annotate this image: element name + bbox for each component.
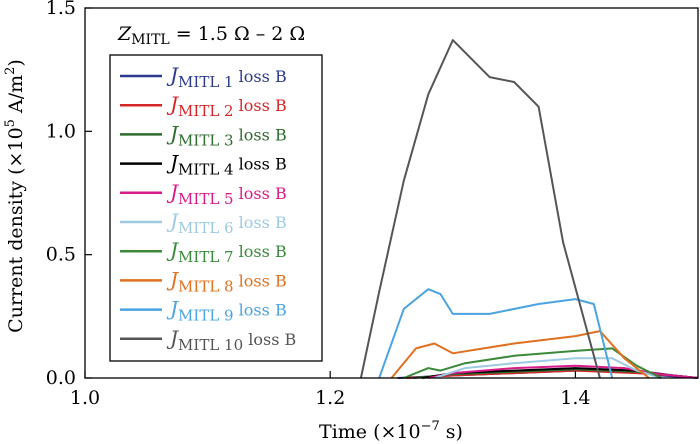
y-tick-label: 1.0 [46,120,76,142]
legend-label-2: JMITL 2 loss B [166,92,287,120]
chart-title: ZMITL = 1.5 Ω – 2 Ω [117,23,305,48]
legend-label-8: JMITL 8 loss B [166,267,287,295]
y-tick-label: 1.5 [46,0,76,19]
legend-label-1: JMITL 1 loss B [166,63,287,91]
y-tick-label: 0.5 [46,244,76,266]
series-line-7 [403,347,662,379]
legend-label-6: JMITL 6 loss B [166,209,287,237]
series-line-6 [434,357,662,379]
series-line-8 [390,330,650,379]
legend-label-10: JMITL 10 loss B [166,326,296,354]
y-tick-label: 0.0 [46,367,76,389]
x-axis-label: Time (×10−7 s) [319,419,463,443]
x-tick-label: 1.0 [70,387,100,409]
x-tick-label: 1.2 [315,387,345,409]
legend-label-3: JMITL 3 loss B [166,121,287,149]
series-line-9 [378,288,614,379]
legend-label-7: JMITL 7 loss B [166,238,287,266]
plot-area [359,39,699,379]
plot-frame [84,7,699,379]
legend-label-4: JMITL 4 loss B [166,151,287,179]
x-tick-label: 1.4 [560,387,590,409]
legend-label-5: JMITL 5 loss B [166,180,287,208]
legend-label-9: JMITL 9 loss B [166,297,287,325]
axes: 1.0 1.2 1.4 0.0 0.5 1.0 1.5 [46,0,699,409]
series-line-10 [359,39,601,379]
y-axis-label: Current density (×105 A/m2) [3,59,27,333]
